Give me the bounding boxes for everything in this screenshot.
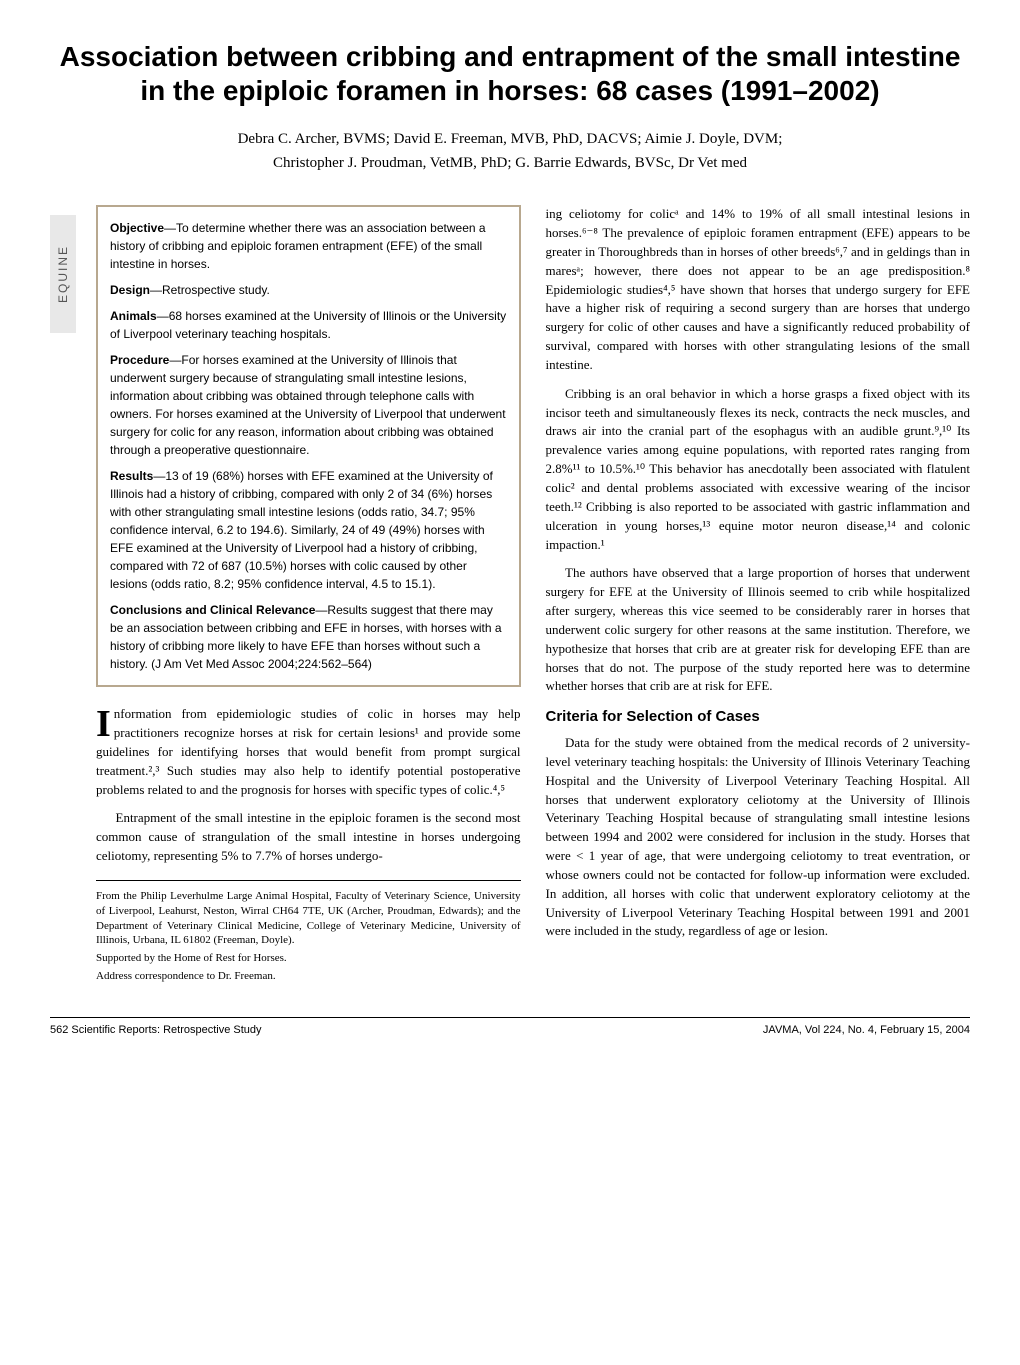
right-column: ing celiotomy for colicᵃ and 14% to 19% …: [546, 205, 971, 987]
page-footer: 562 Scientific Reports: Retrospective St…: [50, 1017, 970, 1036]
authors-line-1: Debra C. Archer, BVMS; David E. Freeman,…: [50, 127, 970, 151]
body-paragraph-6: Data for the study were obtained from th…: [546, 734, 971, 941]
section-tab: EQUINE: [50, 215, 76, 333]
body-paragraph-3: ing celiotomy for colicᵃ and 14% to 19% …: [546, 205, 971, 375]
article-title: Association between cribbing and entrapm…: [50, 40, 970, 107]
authors-block: Debra C. Archer, BVMS; David E. Freeman,…: [50, 127, 970, 175]
p1-text: nformation from epidemiologic studies of…: [96, 706, 521, 796]
animals-text: —68 horses examined at the University of…: [110, 309, 506, 341]
procedure-text: —For horses examined at the University o…: [110, 353, 506, 457]
animals-label: Animals: [110, 309, 157, 323]
two-column-layout: Objective—To determine whether there was…: [96, 205, 970, 987]
main-content: EQUINE Objective—To determine whether th…: [50, 205, 970, 987]
footnote-correspondence: Address correspondence to Dr. Freeman.: [96, 969, 521, 984]
body-paragraph-2: Entrapment of the small intestine in the…: [96, 809, 521, 866]
footnote-support: Supported by the Home of Rest for Horses…: [96, 951, 521, 966]
body-paragraph-4: Cribbing is an oral behavior in which a …: [546, 385, 971, 555]
results-text: —13 of 19 (68%) horses with EFE examined…: [110, 469, 493, 591]
conclusions-label: Conclusions and Clinical Relevance: [110, 603, 315, 617]
objective-text: —To determine whether there was an assoc…: [110, 221, 486, 271]
footer-right: JAVMA, Vol 224, No. 4, February 15, 2004: [763, 1024, 970, 1036]
procedure-label: Procedure: [110, 353, 169, 367]
body-paragraph-5: The authors have observed that a large p…: [546, 564, 971, 696]
dropcap: I: [96, 705, 114, 740]
authors-line-2: Christopher J. Proudman, VetMB, PhD; G. …: [50, 151, 970, 175]
section-heading-criteria: Criteria for Selection of Cases: [546, 706, 971, 728]
footer-left: 562 Scientific Reports: Retrospective St…: [50, 1024, 262, 1036]
footnote-block: From the Philip Leverhulme Large Animal …: [96, 889, 521, 984]
left-column: Objective—To determine whether there was…: [96, 205, 521, 987]
design-text: —Retrospective study.: [150, 283, 270, 297]
abstract-box: Objective—To determine whether there was…: [96, 205, 521, 687]
objective-label: Objective: [110, 221, 164, 235]
footnote-affiliation: From the Philip Leverhulme Large Animal …: [96, 889, 521, 948]
footnote-rule: [96, 880, 521, 881]
body-paragraph-1: Information from epidemiologic studies o…: [96, 705, 521, 799]
design-label: Design: [110, 283, 150, 297]
results-label: Results: [110, 469, 153, 483]
